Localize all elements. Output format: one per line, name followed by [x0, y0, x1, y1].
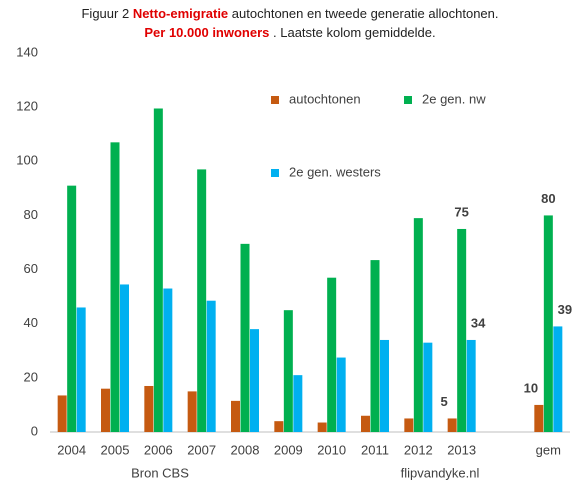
bar	[144, 385, 154, 432]
legend-swatch	[271, 96, 279, 104]
bar	[413, 218, 423, 432]
bar	[447, 418, 457, 432]
x-tick-label: 2007	[187, 442, 216, 457]
x-tick-label: 2006	[144, 442, 173, 457]
bar	[76, 307, 86, 432]
footer-source: Bron CBS	[131, 465, 189, 480]
bar	[153, 108, 163, 432]
bar	[466, 339, 476, 432]
bar	[67, 185, 77, 432]
x-tick-label: 2010	[317, 442, 346, 457]
bar	[283, 310, 293, 432]
title-part: Figuur 2	[81, 6, 129, 21]
bar	[534, 404, 544, 432]
bar	[361, 415, 370, 432]
x-tick-label: 2012	[404, 442, 433, 457]
data-label: 34	[471, 315, 486, 330]
bar	[187, 391, 197, 432]
data-label: 39	[558, 302, 572, 317]
y-tick-label: 140	[16, 44, 38, 59]
legend-label: 2e gen. nw	[422, 91, 486, 106]
bar	[543, 215, 553, 432]
bar	[206, 300, 216, 432]
legend-swatch	[404, 96, 412, 104]
chart-title: Figuur 2 Netto-emigratie autochtonen en …	[81, 6, 498, 21]
bar	[120, 284, 129, 432]
x-tick-label: 2004	[57, 442, 86, 457]
data-label: 5	[441, 394, 448, 409]
bar	[457, 228, 467, 432]
y-tick-label: 100	[16, 153, 38, 168]
bar	[336, 357, 346, 432]
bar	[110, 142, 120, 433]
legend-swatch	[271, 169, 279, 177]
x-tick-label: 2011	[361, 442, 389, 457]
x-tick-label: 2008	[231, 442, 260, 457]
x-tick-label: 2009	[274, 442, 303, 457]
bar	[293, 375, 303, 432]
bar	[317, 422, 327, 432]
y-tick-label: 0	[31, 423, 38, 438]
footer-site: flipvandyke.nl	[401, 465, 480, 480]
bar	[240, 243, 250, 432]
bar	[370, 260, 380, 432]
x-tick-label: 2013	[447, 442, 476, 457]
data-label: 80	[541, 191, 555, 206]
y-tick-label: 120	[16, 99, 38, 114]
bar	[327, 277, 337, 432]
legend-label: 2e gen. westers	[289, 164, 381, 179]
x-tick-label: 2005	[101, 442, 130, 457]
bar	[163, 288, 173, 432]
title-part: autochtonen en tweede generatie allochto…	[232, 6, 499, 21]
bar	[197, 169, 207, 432]
y-tick-label: 60	[24, 261, 38, 276]
bar	[423, 342, 433, 432]
title-part: Per 10.000 inwoners	[144, 25, 269, 40]
title-part: . Laatste kolom gemiddelde.	[273, 25, 436, 40]
data-label: 10	[524, 380, 538, 395]
y-tick-label: 40	[24, 315, 38, 330]
x-tick-label: gem	[536, 442, 561, 457]
legend-label: autochtonen	[289, 91, 361, 106]
data-label: 75	[454, 204, 468, 219]
bar	[404, 418, 414, 432]
bar	[250, 329, 259, 432]
bar	[231, 400, 240, 432]
y-tick-label: 20	[24, 369, 38, 384]
title-part: Netto-emigratie	[133, 6, 228, 21]
bar	[101, 388, 110, 432]
y-tick-label: 80	[24, 207, 38, 222]
bar	[380, 339, 389, 432]
bar	[553, 326, 563, 432]
bar	[57, 395, 67, 432]
chart-subtitle: Per 10.000 inwoners . Laatste kolom gemi…	[144, 25, 435, 40]
bar	[274, 421, 284, 432]
